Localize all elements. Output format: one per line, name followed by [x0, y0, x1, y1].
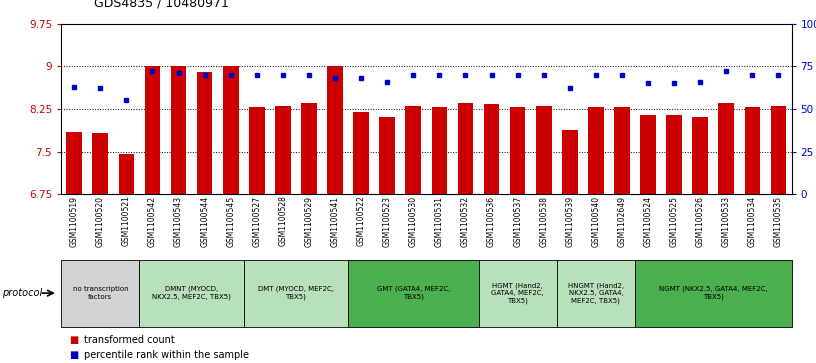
- Bar: [510, 107, 526, 194]
- Bar: [406, 106, 421, 194]
- Bar: [562, 130, 578, 194]
- Text: transformed count: transformed count: [84, 335, 175, 346]
- Bar: [744, 107, 761, 194]
- Bar: [641, 115, 656, 194]
- Bar: [92, 133, 109, 194]
- Text: HGMT (Hand2,
GATA4, MEF2C,
TBX5): HGMT (Hand2, GATA4, MEF2C, TBX5): [491, 282, 544, 304]
- Bar: [557, 260, 635, 327]
- Text: percentile rank within the sample: percentile rank within the sample: [84, 350, 249, 360]
- Bar: [223, 66, 238, 194]
- Bar: [484, 104, 499, 194]
- Text: GDS4835 / 10480971: GDS4835 / 10480971: [94, 0, 228, 9]
- Text: no transcription
factors: no transcription factors: [73, 286, 128, 300]
- Text: ■: ■: [69, 335, 78, 346]
- Bar: [66, 132, 82, 194]
- Bar: [327, 66, 343, 194]
- Text: DMNT (MYOCD,
NKX2.5, MEF2C, TBX5): DMNT (MYOCD, NKX2.5, MEF2C, TBX5): [152, 286, 231, 300]
- Bar: [244, 260, 348, 327]
- Bar: [478, 260, 557, 327]
- Bar: [432, 107, 447, 194]
- Text: DMT (MYOCD, MEF2C,
TBX5): DMT (MYOCD, MEF2C, TBX5): [258, 286, 334, 300]
- Text: protocol: protocol: [2, 288, 42, 298]
- Bar: [588, 107, 604, 194]
- Bar: [140, 260, 244, 327]
- Text: ■: ■: [69, 350, 78, 360]
- Text: GMT (GATA4, MEF2C,
TBX5): GMT (GATA4, MEF2C, TBX5): [377, 286, 450, 300]
- Bar: [379, 118, 395, 194]
- Bar: [301, 103, 317, 194]
- Bar: [61, 260, 140, 327]
- Text: HNGMT (Hand2,
NKX2.5, GATA4,
MEF2C, TBX5): HNGMT (Hand2, NKX2.5, GATA4, MEF2C, TBX5…: [568, 282, 624, 304]
- Bar: [693, 118, 708, 194]
- Bar: [458, 103, 473, 194]
- Bar: [275, 106, 290, 194]
- Bar: [353, 112, 369, 194]
- Bar: [171, 66, 186, 194]
- Bar: [249, 107, 264, 194]
- Bar: [667, 115, 682, 194]
- Bar: [614, 107, 630, 194]
- Bar: [718, 103, 734, 194]
- Bar: [770, 106, 787, 194]
- Bar: [197, 72, 212, 194]
- Bar: [144, 66, 160, 194]
- Bar: [536, 106, 552, 194]
- Bar: [348, 260, 478, 327]
- Bar: [635, 260, 792, 327]
- Text: NGMT (NKX2.5, GATA4, MEF2C,
TBX5): NGMT (NKX2.5, GATA4, MEF2C, TBX5): [659, 286, 768, 300]
- Bar: [118, 154, 134, 194]
